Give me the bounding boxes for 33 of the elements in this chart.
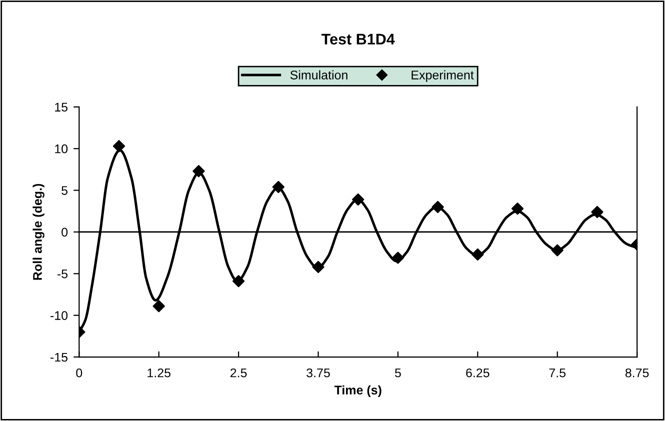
- point: [112, 140, 126, 152]
- legend-label: Simulation: [290, 70, 348, 80]
- y-tick-label: 15: [55, 102, 68, 112]
- point: [192, 165, 205, 178]
- x-tick-label: 0: [76, 368, 82, 378]
- point: [432, 200, 444, 214]
- x-axis-title: Time (s): [334, 385, 382, 397]
- y-tick-label: -15: [50, 352, 68, 362]
- y-tick-label: -10: [50, 311, 68, 320]
- y-tick-label: -5: [57, 270, 68, 278]
- point: [392, 252, 404, 264]
- point: [352, 193, 364, 206]
- x-tick-label: 8.75: [625, 368, 649, 378]
- chart-title: Test B1D4: [321, 34, 395, 45]
- point: [152, 300, 165, 312]
- x-tick-label: 1.25: [148, 368, 170, 378]
- point: [232, 275, 245, 288]
- point: [312, 260, 324, 274]
- point: [272, 180, 284, 194]
- legend-label: Experiment: [412, 70, 474, 82]
- point: [551, 244, 564, 256]
- x-tick-label: 6.25: [466, 368, 490, 378]
- x-tick-label: 7.5: [549, 368, 566, 378]
- y-tick-label: 10: [55, 144, 68, 154]
- y-tick-label: 0: [62, 228, 68, 237]
- x-tick-label: 5: [394, 368, 401, 378]
- point: [472, 248, 484, 261]
- x-tick-label: 3.75: [306, 368, 330, 378]
- y-axis-title: Roll angle (deg.): [32, 184, 44, 280]
- y-tick-label: 5: [62, 186, 68, 195]
- point: [511, 202, 524, 215]
- x-tick-label: 2.5: [230, 368, 247, 378]
- point: [591, 206, 604, 218]
